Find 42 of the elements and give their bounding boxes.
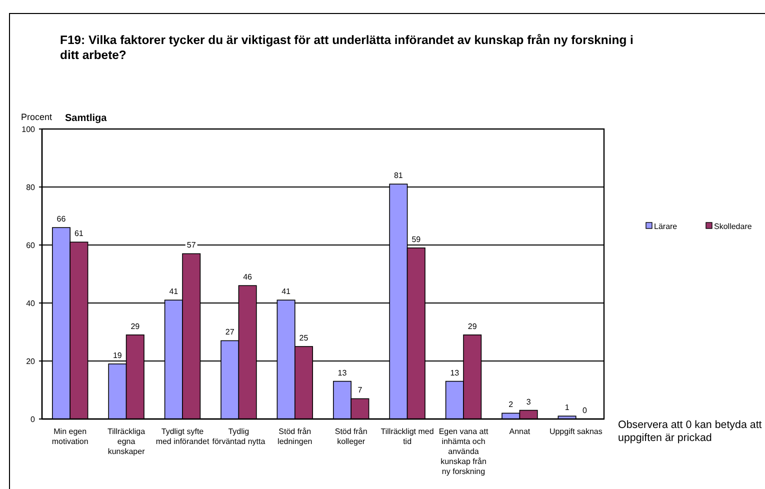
data-label: 66 — [56, 214, 66, 224]
data-label: 3 — [526, 397, 532, 406]
data-label: 59 — [412, 234, 422, 244]
x-tick-label: Stöd från ledningen — [278, 427, 312, 446]
data-label: 29 — [468, 322, 478, 331]
y-axis-title: Procent — [21, 112, 53, 122]
y-tick-label: 0 — [30, 414, 36, 424]
data-label: 46 — [243, 272, 253, 282]
y-tick-label: 80 — [26, 182, 36, 192]
data-label: 61 — [74, 229, 84, 238]
data-label: 29 — [130, 322, 140, 331]
x-tick-label: Tillräckligt med tid — [380, 427, 434, 446]
data-label: 1 — [564, 403, 570, 412]
y-tick-label: 60 — [26, 240, 36, 250]
data-label: 7 — [358, 386, 363, 395]
x-tick-label: Annat — [509, 427, 531, 436]
x-tick-label: Tillräckliga egna kunskaper — [108, 427, 146, 456]
x-tick-label: Stöd från kolleger — [334, 427, 368, 446]
data-label: 41 — [169, 287, 179, 296]
x-tick-label: Uppgift saknas — [549, 427, 602, 436]
x-tick-label: Tydligt syfte med införandet — [156, 427, 210, 446]
data-label: 0 — [582, 406, 588, 415]
y-tick-label: 40 — [26, 298, 36, 308]
y-tick-label: 20 — [26, 356, 36, 366]
x-tick-label: Min egen motivation — [52, 427, 88, 446]
data-label: 19 — [112, 350, 122, 360]
chart-subtitle: Samtliga — [65, 113, 108, 124]
legend-label: Skolledare — [714, 222, 752, 231]
x-tick-label: Egen vana att inhämta och använda kunskap från ny forskning — [438, 427, 489, 476]
data-label: 81 — [394, 171, 404, 180]
text: Observera att 0 kan betyda att uppgiften är prickad — [618, 419, 762, 444]
data-label: 13 — [338, 368, 348, 378]
y-tick-label: 100 — [22, 124, 36, 134]
data-label: 27 — [225, 328, 235, 337]
x-tick-label: Tydlig förväntad nytta — [212, 427, 266, 446]
data-label: 25 — [299, 334, 309, 342]
data-label: 57 — [186, 240, 196, 250]
chart-title: F19: Vilka faktorer tycker du är viktigast för att underlätta införandet av kunskap från ny forskning i ditt arbete? — [60, 33, 634, 62]
data-label: 13 — [450, 368, 460, 378]
data-label: 41 — [282, 287, 292, 296]
legend-label: Lärare — [654, 222, 678, 231]
data-label: 2 — [508, 400, 514, 410]
